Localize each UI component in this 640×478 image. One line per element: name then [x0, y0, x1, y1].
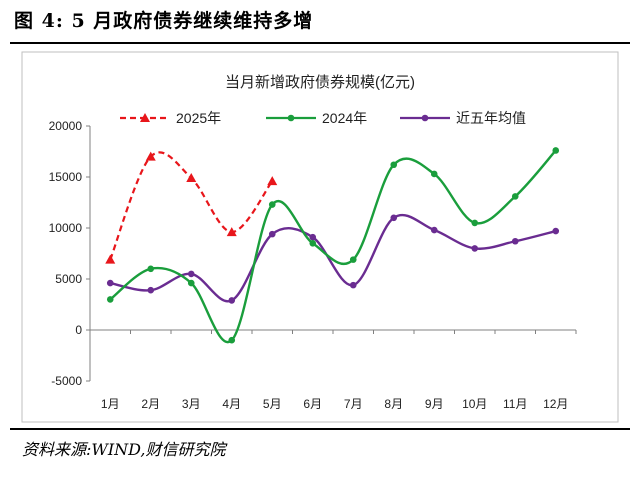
data-point: [105, 254, 116, 264]
legend-label: 2025年: [176, 110, 221, 126]
data-point: [147, 265, 155, 273]
data-point: [267, 176, 278, 186]
figure-title: 图 4: 5 月政府债券继续维持多增: [14, 10, 314, 32]
top-rule: [10, 42, 630, 44]
series-1: [105, 151, 278, 264]
data-point: [187, 279, 195, 287]
y-tick-label: -5000: [51, 374, 82, 388]
legend-marker: [421, 114, 429, 122]
legend: 2025年 2024年 近五年均值: [120, 110, 526, 126]
data-point: [430, 170, 438, 178]
x-tick-label: 6月: [303, 397, 322, 411]
x-tick-label: 12月: [543, 397, 568, 411]
data-point: [147, 286, 155, 294]
data-point: [268, 230, 276, 238]
data-point: [228, 297, 236, 304]
x-tick-label: 1月: [101, 397, 120, 411]
x-tick-label: 4月: [222, 397, 241, 411]
data-point: [145, 151, 156, 161]
x-tick-label: 10月: [462, 397, 487, 411]
data-point: [471, 219, 479, 227]
legend-item: 近五年均值: [400, 110, 526, 126]
series-layer: [105, 147, 560, 344]
x-tick-label: 11月: [503, 397, 527, 411]
x-tick-label: 9月: [425, 397, 444, 411]
source-note: 资料来源:WIND,财信研究院: [22, 440, 226, 459]
x-tick-label: 7月: [344, 397, 363, 411]
series-3: [106, 213, 560, 304]
bottom-rule: [10, 428, 630, 430]
data-point: [186, 173, 197, 183]
legend-label: 2024年: [322, 110, 367, 126]
legend-label: 近五年均值: [456, 110, 526, 126]
y-tick-label: 0: [75, 323, 82, 337]
legend-item: 2024年: [266, 110, 367, 126]
data-point: [106, 296, 114, 303]
data-point: [226, 227, 237, 237]
data-point: [309, 240, 317, 247]
data-point: [390, 161, 398, 169]
y-tick-label: 10000: [49, 221, 83, 235]
data-point: [106, 279, 114, 287]
chart-title: 当月新增政府债券规模(亿元): [225, 74, 415, 91]
data-point: [390, 214, 398, 222]
data-point: [511, 237, 519, 245]
data-point: [187, 270, 195, 278]
legend-marker: [140, 113, 150, 122]
x-tick-label: 5月: [263, 397, 282, 411]
data-point: [471, 245, 479, 252]
data-point: [349, 256, 357, 263]
x-tick-label: 2月: [141, 397, 160, 411]
data-point: [309, 233, 317, 241]
chart-frame: [21, 51, 619, 423]
data-point: [552, 147, 560, 154]
legend-item: 2025年: [120, 110, 221, 126]
data-point: [430, 226, 438, 234]
data-point: [552, 227, 560, 235]
data-point: [511, 193, 519, 200]
y-tick-label: 15000: [49, 170, 83, 184]
series-2: [106, 147, 560, 344]
y-tick-label: 5000: [55, 272, 82, 286]
data-point: [268, 201, 276, 208]
x-tick-label: 8月: [384, 397, 403, 411]
x-tick-label: 3月: [182, 397, 201, 411]
y-tick-label: 20000: [49, 119, 83, 133]
legend-marker: [287, 114, 295, 122]
data-point: [228, 336, 236, 344]
data-point: [349, 281, 357, 289]
axes: -5000 0 5000 10000 15000 20000 1月 2月 3月 4月 5月 6月 7月 8…: [49, 119, 577, 411]
